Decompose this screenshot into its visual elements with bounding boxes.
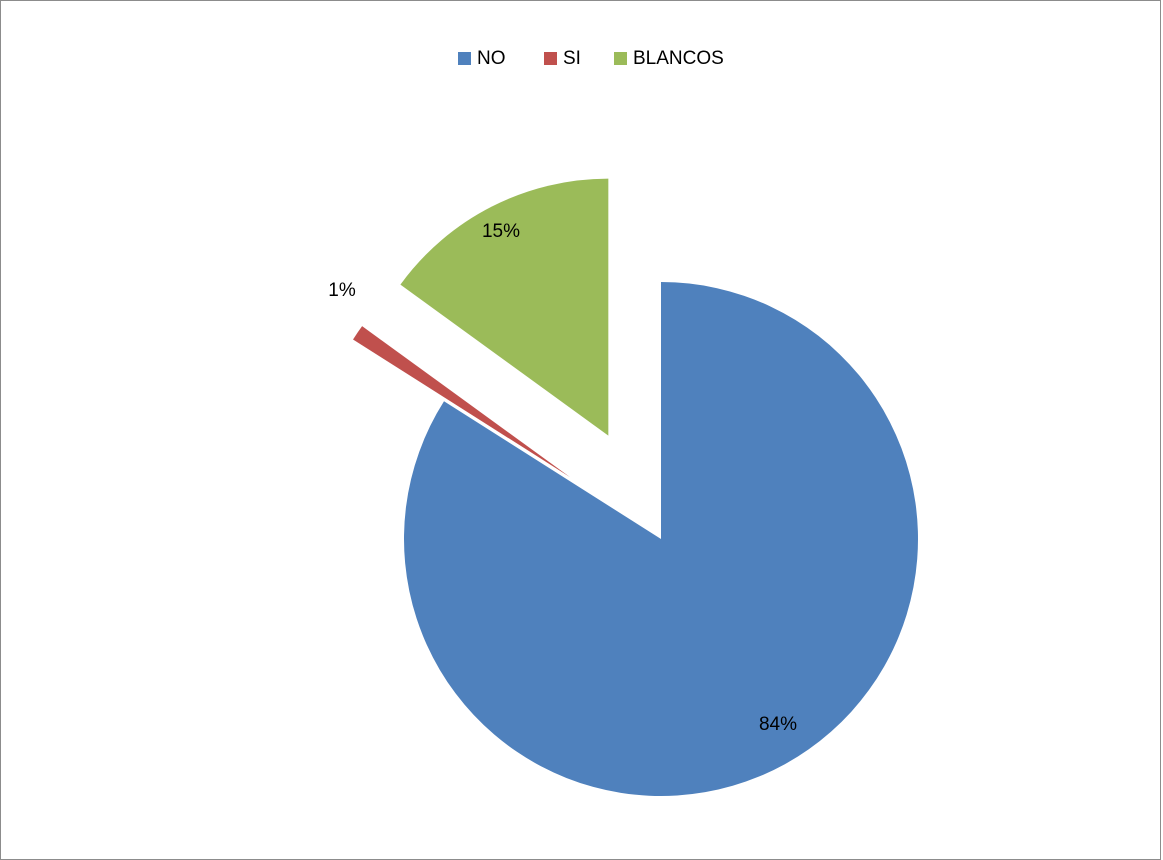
pie-slices	[353, 178, 918, 796]
data-labels: 84% 1% 15%	[328, 221, 797, 735]
legend-swatch-no	[458, 52, 471, 65]
pie-slice-si	[353, 326, 571, 478]
legend-swatch-si	[544, 52, 557, 65]
pie-slice-no	[404, 282, 918, 796]
data-label-blancos: 15%	[482, 221, 520, 242]
legend: NO SI BLANCOS	[458, 48, 724, 69]
data-label-no: 84%	[759, 714, 797, 735]
pie-slice-blancos	[400, 178, 609, 436]
data-label-si: 1%	[328, 280, 356, 301]
legend-swatch-blancos	[614, 52, 627, 65]
legend-label-si: SI	[563, 48, 581, 69]
legend-label-no: NO	[477, 48, 506, 69]
legend-label-blancos: BLANCOS	[633, 48, 724, 69]
